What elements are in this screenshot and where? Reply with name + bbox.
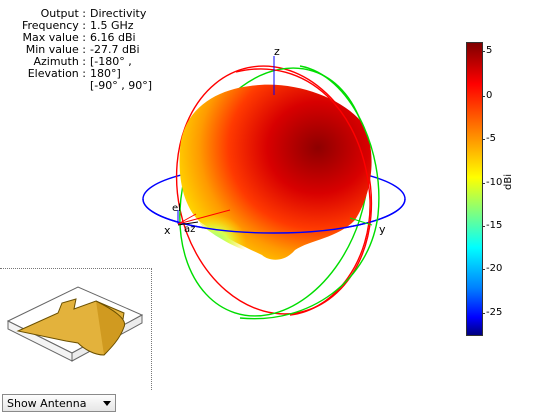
info-key-frequency: Frequency : <box>21 19 86 32</box>
info-value-azimuth: [-180° , <box>90 55 132 68</box>
colorbar-tick: -25 <box>481 307 503 318</box>
antenna-element-curve <box>95 300 126 356</box>
chevron-down-icon <box>103 401 111 406</box>
x-axis-label: x <box>164 224 171 237</box>
azimuth-circle-front <box>142 198 406 234</box>
el-label: el <box>172 203 181 214</box>
colorbar-tick: -20 <box>481 263 503 274</box>
z-axis-label: z <box>274 45 280 58</box>
info-value-output: Directivity <box>90 7 147 20</box>
antenna-geometry-view[interactable] <box>0 269 150 389</box>
elevation-circle-red-front <box>235 68 371 316</box>
info-key-min: Min value : <box>25 43 86 56</box>
show-antenna-dropdown[interactable]: Show Antenna <box>2 394 116 412</box>
colorbar <box>466 42 483 336</box>
antenna-inset-panel <box>0 268 152 390</box>
info-value-frequency: 1.5 GHz <box>90 19 134 32</box>
colorbar-tick: -5 <box>482 133 496 144</box>
info-key-output: Output : <box>40 7 86 20</box>
y-axis-line <box>349 217 373 226</box>
info-key-max: Max value : <box>22 31 87 44</box>
colorbar-tick: -15 <box>481 220 503 231</box>
colorbar-unit-label: dBi <box>503 174 514 190</box>
info-value-min: -27.7 dBi <box>90 43 140 56</box>
az-marker-line <box>177 213 197 225</box>
colorbar-tick: 5 <box>481 45 493 56</box>
dropdown-value: Show Antenna <box>7 397 87 410</box>
low-gain-region <box>198 201 259 253</box>
az-label: az <box>184 224 196 235</box>
x-axis-line <box>177 221 199 226</box>
colorbar-tick: -10 <box>481 177 503 188</box>
info-value-elevation: 180°] <box>90 67 121 80</box>
info-key-azimuth: Azimuth : <box>33 55 86 68</box>
angle-marker-red <box>177 209 231 225</box>
info-value-max: 6.16 dBi <box>90 31 136 44</box>
y-axis-label: y <box>379 223 386 236</box>
info-value-elevation-range: [-90° , 90°] <box>90 79 153 92</box>
info-key-elevation: Elevation : <box>27 67 86 80</box>
elevation-circle-green-front <box>239 65 380 320</box>
colorbar-tick: 0 <box>481 90 493 101</box>
